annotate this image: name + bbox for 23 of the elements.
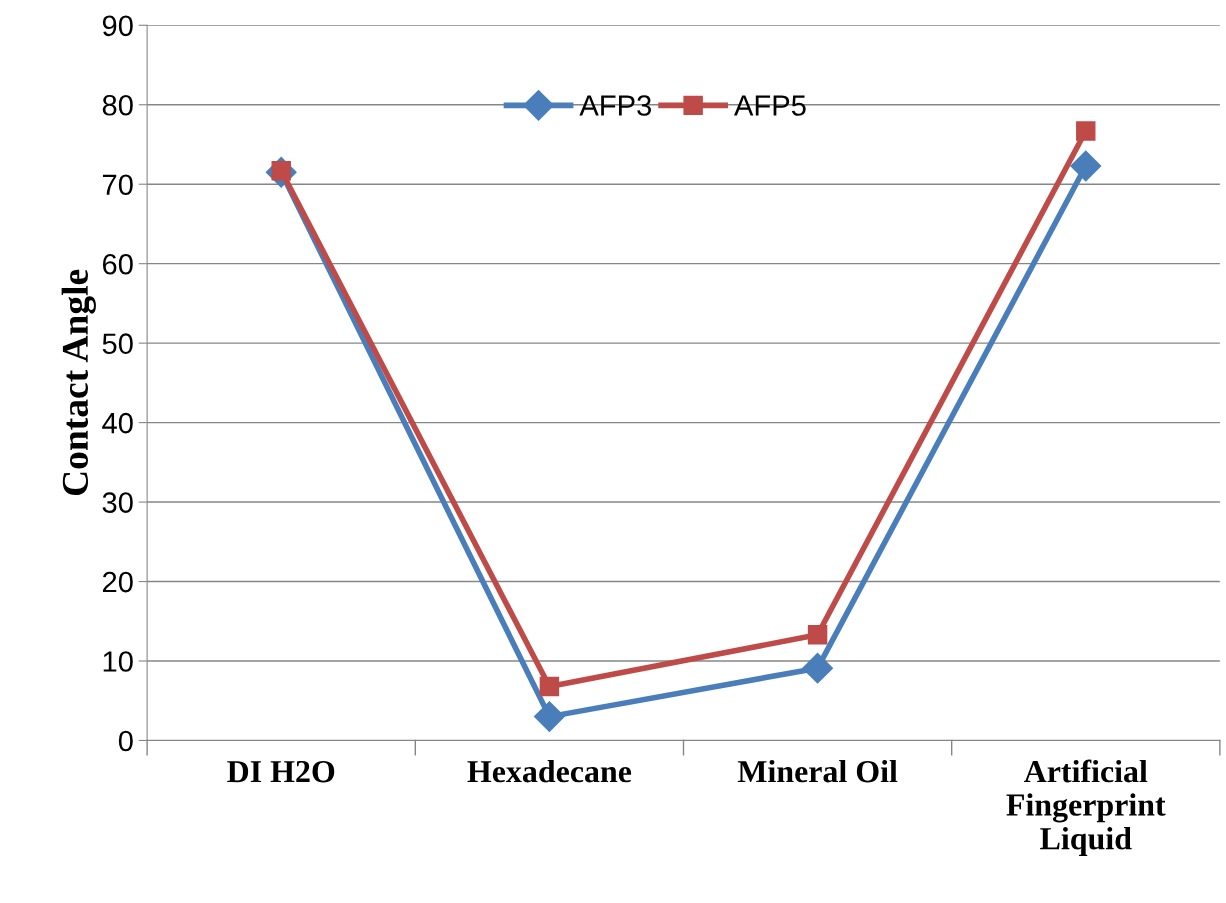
legend-label: AFP5 [734,95,806,116]
y-tick-label: 60 [102,253,133,275]
y-tick-label: 40 [102,412,133,434]
x-tick-label: Artificial Fingerprint Liquid [1006,759,1166,856]
y-tick-label: 90 [102,15,133,37]
point [1076,121,1096,141]
point [533,701,565,733]
y-axis-title: Contact Angle [61,269,96,496]
y-tick-label: 30 [102,492,133,513]
y-tick-label: 10 [103,651,133,672]
point [1070,150,1102,182]
y-tick-label: 20 [102,571,133,593]
point [802,652,834,684]
y-tick-label: 50 [102,333,133,354]
y-tick-label: 80 [102,94,133,116]
x-tick-label: Mineral Oil [737,759,898,783]
point [807,625,828,645]
y-tick-label: 70 [102,174,133,196]
y-tick-label: 0 [118,730,133,752]
x-tick-label: Hexadecane [467,759,632,783]
point [539,676,560,697]
x-tick-label: DI H2O [227,760,335,783]
legend-label: AFP3 [579,95,652,116]
